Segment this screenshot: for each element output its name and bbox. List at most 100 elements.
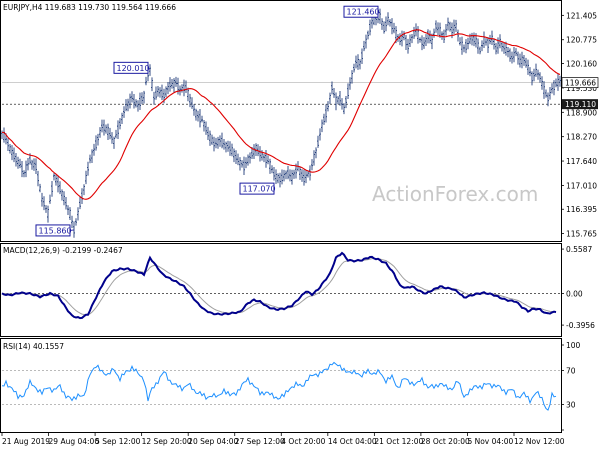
price-bar bbox=[515, 48, 517, 57]
price-bar bbox=[213, 136, 215, 152]
callout-label: 115.860 bbox=[39, 226, 72, 235]
price-bar bbox=[447, 17, 449, 31]
price-bar bbox=[331, 81, 333, 95]
price-panel: ActionForex.com EURJPY,H4 119.683 119.73… bbox=[0, 0, 599, 242]
price-bar bbox=[519, 53, 521, 68]
price-tick-label: 119.530 bbox=[566, 84, 597, 93]
price-bar bbox=[267, 155, 269, 165]
price-bar bbox=[53, 173, 55, 181]
price-bar bbox=[419, 37, 421, 43]
price-bar bbox=[111, 132, 113, 144]
price-bar bbox=[271, 165, 273, 174]
price-bar bbox=[529, 67, 531, 77]
price-bar bbox=[473, 32, 475, 47]
price-bar bbox=[97, 133, 99, 146]
price-bar bbox=[129, 93, 131, 109]
price-bar bbox=[57, 176, 59, 193]
price-bar bbox=[263, 153, 265, 163]
price-bar bbox=[557, 73, 559, 91]
price-bar bbox=[209, 130, 211, 146]
price-bar bbox=[45, 205, 47, 213]
price-bar bbox=[79, 196, 81, 210]
price-bar bbox=[93, 143, 95, 156]
price-callout: 117.070 bbox=[239, 182, 276, 195]
price-bar bbox=[165, 86, 167, 98]
price-bar bbox=[439, 22, 441, 38]
price-bar bbox=[287, 165, 289, 180]
price-bar bbox=[379, 8, 381, 24]
price-bar bbox=[445, 24, 447, 36]
time-tick-label: 5 Sep 12:00 bbox=[95, 437, 141, 446]
price-bar bbox=[205, 121, 207, 135]
price-bar bbox=[401, 30, 403, 47]
price-bar bbox=[403, 31, 405, 41]
price-bar bbox=[181, 84, 183, 93]
price-bar bbox=[449, 21, 451, 32]
price-bar bbox=[513, 47, 515, 63]
price-bar bbox=[161, 84, 163, 101]
callout-label: 117.070 bbox=[243, 185, 276, 194]
price-bar bbox=[131, 91, 133, 103]
price-bar bbox=[13, 147, 15, 163]
price-bar bbox=[339, 90, 341, 106]
price-bar bbox=[243, 156, 245, 175]
price-bar bbox=[83, 184, 85, 196]
price-callout: 121.460 bbox=[343, 5, 381, 18]
macd-axis: 0.5587 0.00 -0.3956 bbox=[561, 245, 595, 330]
price-tick-label: 120.160 bbox=[566, 60, 597, 69]
price-bar bbox=[335, 92, 337, 111]
price-bar bbox=[541, 76, 543, 90]
price-bar bbox=[423, 37, 425, 49]
price-bar bbox=[313, 150, 315, 166]
macd-tick-label: 0.00 bbox=[566, 290, 583, 299]
price-bar bbox=[455, 19, 457, 32]
price-bar bbox=[69, 207, 71, 221]
price-bar bbox=[545, 89, 547, 98]
price-bar bbox=[121, 112, 123, 125]
price-bar bbox=[177, 77, 179, 95]
rsi-tick-label: 70 bbox=[566, 367, 576, 376]
price-bar bbox=[55, 173, 57, 186]
price-bar bbox=[277, 173, 279, 184]
price-bar bbox=[107, 123, 109, 141]
price-bar bbox=[357, 54, 359, 70]
price-bar bbox=[559, 75, 561, 87]
price-bar bbox=[9, 143, 11, 154]
price-bar bbox=[463, 44, 465, 53]
price-bar bbox=[117, 120, 119, 139]
price-bar bbox=[479, 46, 481, 55]
price-bar bbox=[15, 152, 17, 167]
price-bar bbox=[137, 100, 139, 112]
price-bar bbox=[157, 86, 159, 97]
price-bar bbox=[87, 161, 89, 176]
price-bar bbox=[37, 170, 39, 187]
price-bar bbox=[61, 189, 63, 201]
price-bar bbox=[189, 93, 191, 108]
price-bar bbox=[257, 144, 259, 157]
price-bar bbox=[307, 171, 309, 178]
price-bar bbox=[269, 158, 271, 174]
price-tick-label: 117.640 bbox=[566, 157, 597, 166]
callout-box bbox=[343, 5, 379, 18]
price-bar bbox=[59, 181, 61, 195]
time-tick-label: 14 Oct 04:00 bbox=[328, 437, 377, 446]
price-bar bbox=[393, 22, 395, 34]
price-bar bbox=[31, 159, 33, 170]
price-bar bbox=[457, 29, 459, 42]
price-bar bbox=[539, 72, 541, 83]
price-bar bbox=[119, 118, 121, 130]
callout-label: 120.010 bbox=[117, 64, 150, 73]
price-bar bbox=[535, 63, 537, 77]
price-bar bbox=[109, 127, 111, 140]
price-bar bbox=[483, 31, 485, 49]
price-bar bbox=[169, 77, 171, 92]
price-callouts: 121.460 120.010 117.070 115.860 bbox=[35, 5, 381, 237]
price-bar bbox=[433, 28, 435, 38]
price-bar bbox=[301, 169, 303, 182]
rsi-line bbox=[1, 361, 557, 411]
last-price-tag bbox=[561, 77, 599, 88]
price-bar bbox=[347, 83, 349, 99]
price-bar bbox=[531, 71, 533, 86]
price-bar bbox=[1, 130, 3, 140]
price-bar bbox=[555, 78, 557, 88]
